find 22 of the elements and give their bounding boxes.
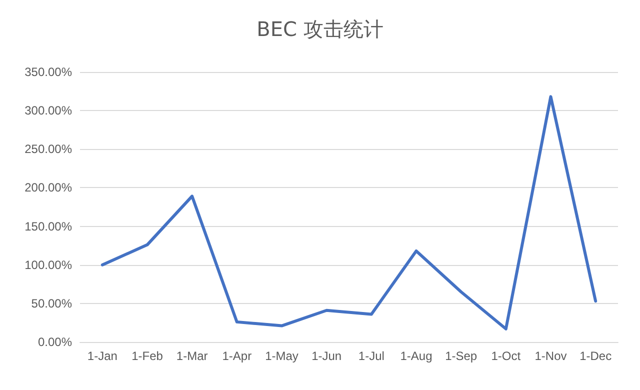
x-tick-label: 1-May xyxy=(265,349,298,363)
y-tick-label: 0.00% xyxy=(38,335,72,349)
y-tick-label: 250.00% xyxy=(24,142,72,156)
x-tick-label: 1-Aug xyxy=(400,349,432,363)
y-tick-label: 200.00% xyxy=(24,180,72,195)
x-tick-label: 1-Feb xyxy=(132,349,164,363)
y-tick-label: 50.00% xyxy=(31,296,72,310)
x-tick-label: 1-Jan xyxy=(87,349,118,363)
line-series xyxy=(100,95,598,330)
y-tick-label: 350.00% xyxy=(24,65,72,79)
x-tick-label: 1-Mar xyxy=(176,349,208,363)
x-tick-label: 1-Sep xyxy=(445,349,478,363)
x-tick-label: 1-Apr xyxy=(222,349,252,363)
x-tick-label: 1-Oct xyxy=(491,349,522,363)
x-tick-label: 1-Jun xyxy=(312,349,342,363)
x-tick-label: 1-Nov xyxy=(534,349,567,363)
y-tick-label: 300.00% xyxy=(24,104,72,118)
x-tick-label: 1-Dec xyxy=(580,349,612,363)
chart-title: BEC 攻击统计 xyxy=(256,17,384,41)
y-tick-label: 100.00% xyxy=(24,258,72,272)
x-tick-label: 1-Jul xyxy=(358,349,384,363)
y-tick-label: 150.00% xyxy=(24,219,72,234)
